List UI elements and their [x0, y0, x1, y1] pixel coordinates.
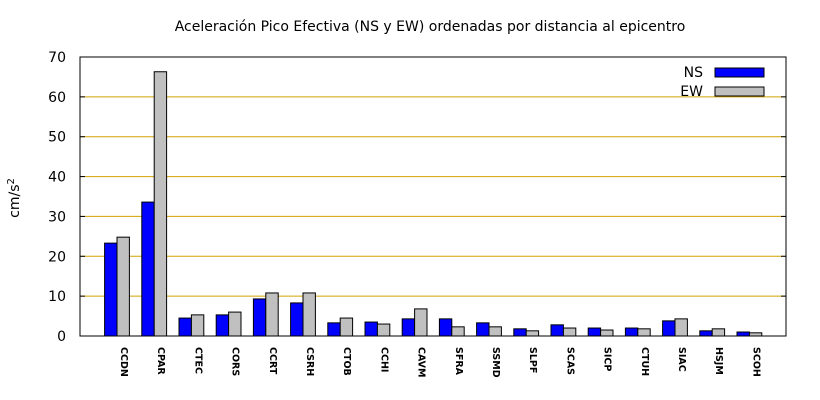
x-tick-label: SSMD	[490, 347, 501, 378]
legend-label-ew: EW	[680, 84, 703, 100]
bar-ns-cpar	[141, 201, 155, 337]
bar-ns-cors	[215, 314, 230, 337]
x-tick-label: CTUH	[639, 347, 650, 376]
plot-frame	[79, 56, 787, 337]
x-tick-label: HSJM	[713, 347, 724, 375]
bar-ns-cavm	[401, 318, 416, 337]
bar-ns-siac	[662, 320, 676, 337]
bar-ew-cors	[228, 311, 242, 337]
x-tick-label: SIAC	[676, 347, 687, 372]
bar-ns-ctuh	[624, 327, 639, 337]
y-tick-label: 0	[57, 329, 66, 345]
bar-ns-slpf	[513, 328, 527, 337]
bar-ew-hsjm	[711, 328, 726, 337]
bar-ew-cchi	[376, 323, 391, 337]
bar-ns-sicp	[587, 327, 602, 337]
bar-ns-ccrt	[252, 298, 267, 337]
y-tick-label: 60	[48, 90, 66, 106]
y-axis-label: cm/s2	[6, 178, 23, 218]
y-tick-label: 10	[48, 289, 66, 305]
x-tick-label: CTEC	[192, 347, 203, 374]
bar-ew-siac	[674, 318, 688, 337]
bar-ew-ctob	[339, 317, 354, 337]
grid-lines	[80, 96, 786, 297]
bar-ew-ccrt	[265, 292, 279, 337]
bar-ew-scas	[562, 327, 577, 337]
y-tick-label: 50	[48, 130, 66, 146]
bar-ew-slpf	[525, 330, 540, 337]
bar-ew-sicp	[600, 329, 614, 337]
bar-ew-ctec	[190, 314, 205, 337]
x-tick-label: SCOH	[750, 347, 761, 377]
x-tick-label: CORS	[230, 347, 241, 376]
chart-title: Aceleración Pico Efectiva (NS y EW) orde…	[175, 19, 686, 35]
bar-ns-sfra	[438, 318, 453, 337]
bar-ns-ctob	[327, 322, 341, 337]
bar-ew-cpar	[153, 71, 168, 337]
x-tick-label: SLPF	[527, 347, 538, 373]
bar-ew-ssmd	[488, 326, 502, 337]
x-tick-label: SFRA	[453, 347, 464, 376]
x-tick-label: CCRT	[267, 347, 278, 375]
bars	[104, 71, 763, 337]
x-tick-label: SICP	[602, 347, 613, 371]
bar-ew-cavm	[414, 308, 428, 337]
bar-ns-scoh	[736, 331, 750, 337]
bar-ns-hsjm	[699, 330, 713, 337]
x-tick-label: CSRH	[304, 347, 315, 376]
bar-ns-ccdn	[104, 242, 118, 337]
bar-ns-cchi	[364, 321, 378, 337]
bar-ns-csrh	[290, 302, 304, 337]
bar-ns-ctec	[178, 317, 192, 337]
bar-ew-ccdn	[116, 236, 130, 337]
x-tick-label: CCHI	[378, 347, 389, 372]
y-axis-ticks: 0 10 20 30 40 50 60 70	[48, 50, 786, 345]
bar-ns-ssmd	[476, 322, 490, 337]
y-tick-label: 30	[48, 209, 66, 225]
x-tick-label: CCDN	[118, 347, 129, 377]
legend-swatch-ew	[714, 86, 765, 97]
bar-ns-scas	[550, 324, 564, 337]
bar-ew-sfra	[451, 326, 465, 337]
x-tick-label: CPAR	[155, 347, 166, 375]
bar-ew-ctuh	[637, 328, 651, 337]
legend: NS EW	[680, 65, 765, 100]
legend-swatch-ns	[714, 67, 765, 78]
bar-ew-csrh	[302, 292, 316, 337]
x-tick-label: CTOB	[341, 347, 352, 376]
x-axis-categories: CCDN CPAR CTEC CORS CCRT CSRH CTOB CCHI CAVM SFRA…	[118, 347, 761, 378]
y-tick-label: 20	[48, 249, 66, 265]
legend-label-ns: NS	[684, 65, 703, 81]
x-tick-label: CAVM	[416, 347, 427, 378]
x-tick-label: SCAS	[564, 347, 575, 375]
y-tick-label: 70	[48, 50, 66, 66]
y-tick-label: 40	[48, 170, 66, 186]
